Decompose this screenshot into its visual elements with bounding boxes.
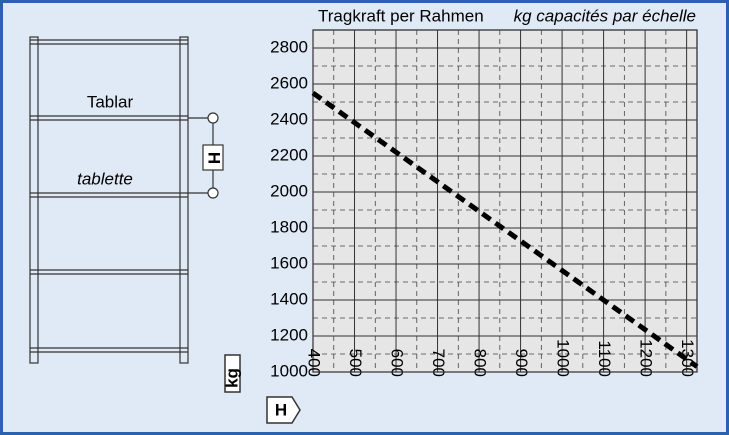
y-tick-label: 1800	[270, 217, 308, 236]
chart-subtitle: kg capacités par échelle	[514, 6, 696, 25]
x-tick-label: 700	[429, 349, 448, 377]
x-tick-label: 1100	[595, 340, 614, 377]
x-tick-label: 1300	[678, 339, 697, 377]
data-line	[311, 90, 699, 369]
x-tick-label: 600	[388, 349, 407, 377]
chart-title: Tragkraft per Rahmen	[318, 6, 484, 25]
y-tick-label: 2800	[270, 37, 308, 56]
x-tick-label: 500	[346, 349, 365, 377]
y-tick-label: 1400	[270, 289, 308, 308]
y-tick-label: 2200	[270, 145, 308, 164]
height-symbol: H	[205, 152, 224, 164]
y-tick-label: 1200	[270, 325, 308, 344]
y-tick-label: 1600	[270, 253, 308, 272]
x-tick-label: 800	[471, 349, 490, 377]
rack-drawing	[29, 36, 301, 424]
plot-area	[312, 29, 698, 373]
x-unit: H	[275, 400, 287, 419]
y-unit: kg	[222, 368, 241, 388]
y-tick-label: 2400	[270, 109, 308, 128]
y-tick-label: 2000	[270, 181, 308, 200]
y-tick-label: 1000	[270, 361, 308, 380]
shelf-label-fr: tablette	[77, 169, 133, 188]
shelf-label: Tablar	[87, 92, 134, 111]
y-tick-label: 2600	[270, 73, 308, 92]
x-tick-label: 1000	[554, 339, 573, 377]
x-tick-label: 1200	[637, 339, 656, 377]
x-tick-label: 400	[305, 349, 324, 377]
x-tick-label: 900	[512, 349, 531, 377]
